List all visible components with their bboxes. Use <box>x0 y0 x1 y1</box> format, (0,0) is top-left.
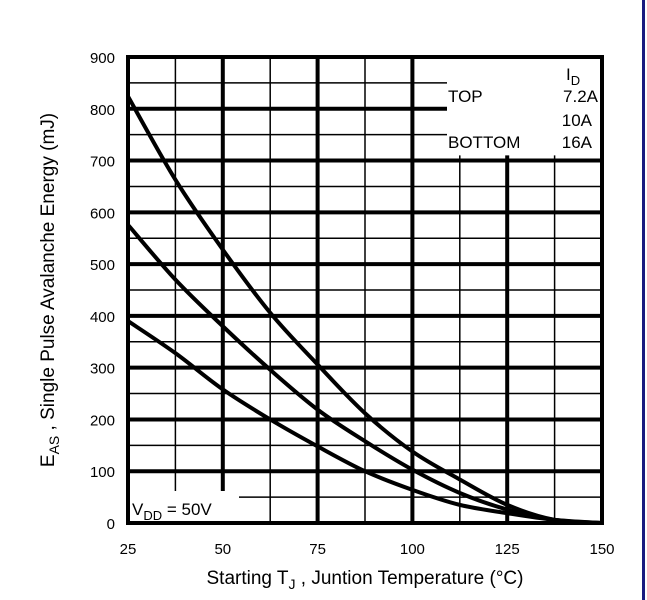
legend-top-label: TOP <box>448 87 483 106</box>
y-tick-label: 400 <box>90 309 115 326</box>
x-tick-label: 75 <box>309 541 326 558</box>
x-axis-label: Starting TJ , Juntion Temperature (°C) <box>207 568 524 592</box>
legend: ID TOP 7.2A 10A BOTTOM 16A <box>448 65 599 152</box>
x-tick-label: 25 <box>120 541 137 558</box>
legend-header: ID <box>566 65 580 88</box>
legend-value-16A: 16A <box>562 133 593 152</box>
tick-labels: 25 50 75 100 125 150 0 100 200 300 400 500 600 700 800… <box>90 50 615 558</box>
y-tick-label: 200 <box>90 412 115 429</box>
series-line-16A <box>126 319 603 525</box>
legend-value-10A: 10A <box>562 111 593 130</box>
x-tick-label: 150 <box>589 541 614 558</box>
y-tick-label: 900 <box>90 50 115 67</box>
vdd-annotation: VDD = 50V <box>132 500 212 523</box>
x-tick-label: 50 <box>214 541 231 558</box>
series-line-7.2A <box>126 95 603 525</box>
window-edge <box>642 0 645 600</box>
y-tick-label: 300 <box>90 361 115 378</box>
legend-bottom-label: BOTTOM <box>448 133 520 152</box>
x-tick-label: 125 <box>495 541 520 558</box>
y-tick-label: 700 <box>90 154 115 171</box>
plot-frame <box>126 55 604 525</box>
y-tick-label: 800 <box>90 102 115 119</box>
legend-value-7.2A: 7.2A <box>563 87 599 106</box>
y-axis-label: EAS , Single Pulse Avalanche Energy (mJ) <box>38 113 62 467</box>
y-tick-label: 600 <box>90 205 115 222</box>
y-tick-label: 500 <box>90 257 115 274</box>
annotation-bg <box>129 491 239 521</box>
series-group <box>126 95 603 525</box>
x-tick-label: 100 <box>400 541 425 558</box>
y-tick-label: 100 <box>90 464 115 481</box>
series-line-10A <box>126 223 603 525</box>
y-tick-label: 0 <box>107 516 115 533</box>
legend-background <box>447 57 602 156</box>
